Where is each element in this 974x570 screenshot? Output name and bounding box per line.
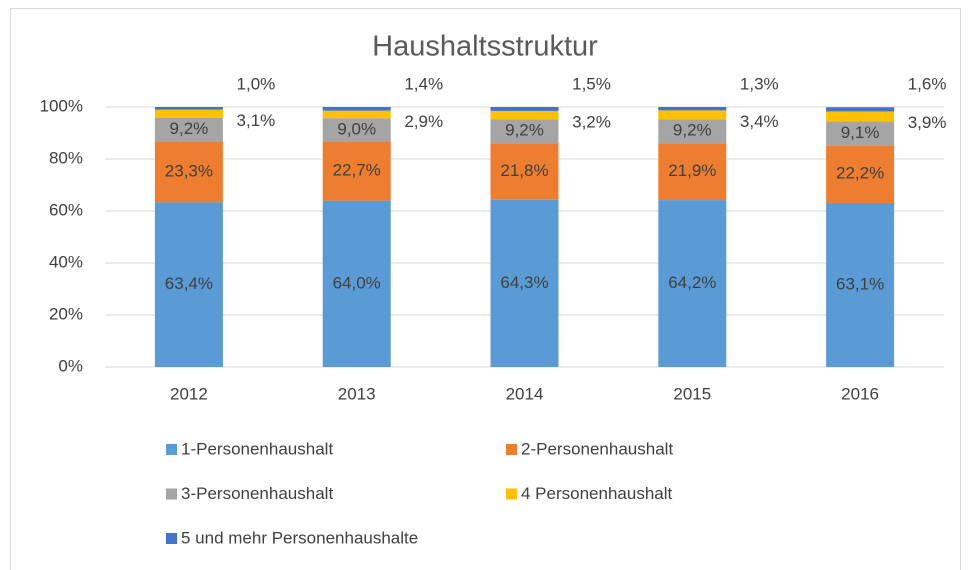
bar-segment (490, 107, 559, 111)
value-label: 21,8% (500, 161, 548, 180)
value-label: 21,9% (668, 161, 716, 180)
bar-segment (826, 111, 895, 122)
bar-segment (658, 110, 727, 120)
bar-segment (154, 202, 223, 367)
bar-segment (322, 107, 391, 111)
legend-swatch (506, 488, 517, 500)
bar-segment (658, 107, 727, 111)
value-label: 22,2% (836, 164, 884, 183)
bar-segment (322, 200, 391, 367)
bar-segment (154, 107, 223, 110)
bar-segment (826, 107, 895, 112)
value-label: 23,3% (165, 161, 213, 180)
value-label: 1,0% (237, 74, 276, 93)
value-label: 1,6% (908, 75, 947, 94)
value-label: 63,4% (165, 274, 213, 293)
y-tick-label: 100% (40, 96, 83, 115)
y-tick-label: 60% (49, 200, 83, 219)
value-label: 64,2% (668, 273, 716, 292)
bar-segment (490, 119, 559, 144)
bar-segment (322, 118, 391, 142)
bar-segment (658, 119, 727, 144)
chart-border (10, 8, 961, 570)
bar-segment (154, 117, 223, 142)
bar-segment (322, 141, 391, 201)
legend-label: 4 Personenhaushalt (521, 484, 673, 503)
x-tick-label: 2015 (673, 384, 711, 403)
legend-label: 5 und mehr Personenhaushalte (181, 528, 418, 547)
y-tick-label: 0% (58, 356, 83, 375)
x-tick-label: 2012 (170, 384, 208, 403)
bar-segment (826, 202, 895, 367)
legend-swatch (166, 444, 177, 455)
value-label: 64,3% (500, 273, 548, 292)
legend-label: 2-Personenhaushalt (521, 439, 673, 458)
bar-segment (826, 121, 895, 146)
legend-swatch (506, 444, 517, 455)
value-label: 3,9% (908, 113, 947, 132)
bar-segment (658, 143, 727, 201)
value-label: 3,1% (237, 111, 276, 130)
x-tick-label: 2016 (841, 384, 879, 403)
value-label: 64,0% (333, 273, 381, 292)
bar-segment (490, 110, 559, 120)
legend-label: 3-Personenhaushalt (181, 484, 333, 503)
y-tick-label: 40% (49, 252, 83, 271)
legend-swatch (166, 488, 177, 500)
value-label: 3,4% (740, 112, 779, 131)
value-label: 22,7% (333, 161, 381, 180)
value-label: 9,0% (337, 119, 376, 138)
value-label: 9,2% (673, 121, 712, 140)
bar-segment (826, 145, 895, 203)
value-label: 9,1% (841, 123, 880, 142)
value-label: 63,1% (836, 274, 884, 293)
bar-segment (322, 110, 391, 119)
legend-swatch (166, 533, 177, 544)
y-tick-label: 80% (49, 148, 83, 167)
value-label: 1,4% (404, 74, 443, 93)
bar-segment (490, 199, 559, 367)
bar-segment (658, 200, 727, 367)
legend-label: 1-Personenhaushalt (181, 439, 333, 458)
x-tick-label: 2014 (506, 384, 544, 403)
bar-segment (154, 141, 223, 203)
x-tick-label: 2013 (338, 384, 376, 403)
value-label: 9,2% (170, 119, 209, 138)
value-label: 2,9% (404, 112, 443, 131)
y-tick-label: 20% (49, 304, 83, 323)
bar-segment (154, 109, 223, 118)
value-label: 3,2% (572, 112, 611, 131)
value-label: 9,2% (505, 121, 544, 140)
chart-title: Haushaltsstruktur (372, 31, 598, 63)
value-label: 1,3% (740, 74, 779, 93)
value-label: 1,5% (572, 74, 611, 93)
bar-segment (490, 143, 559, 200)
